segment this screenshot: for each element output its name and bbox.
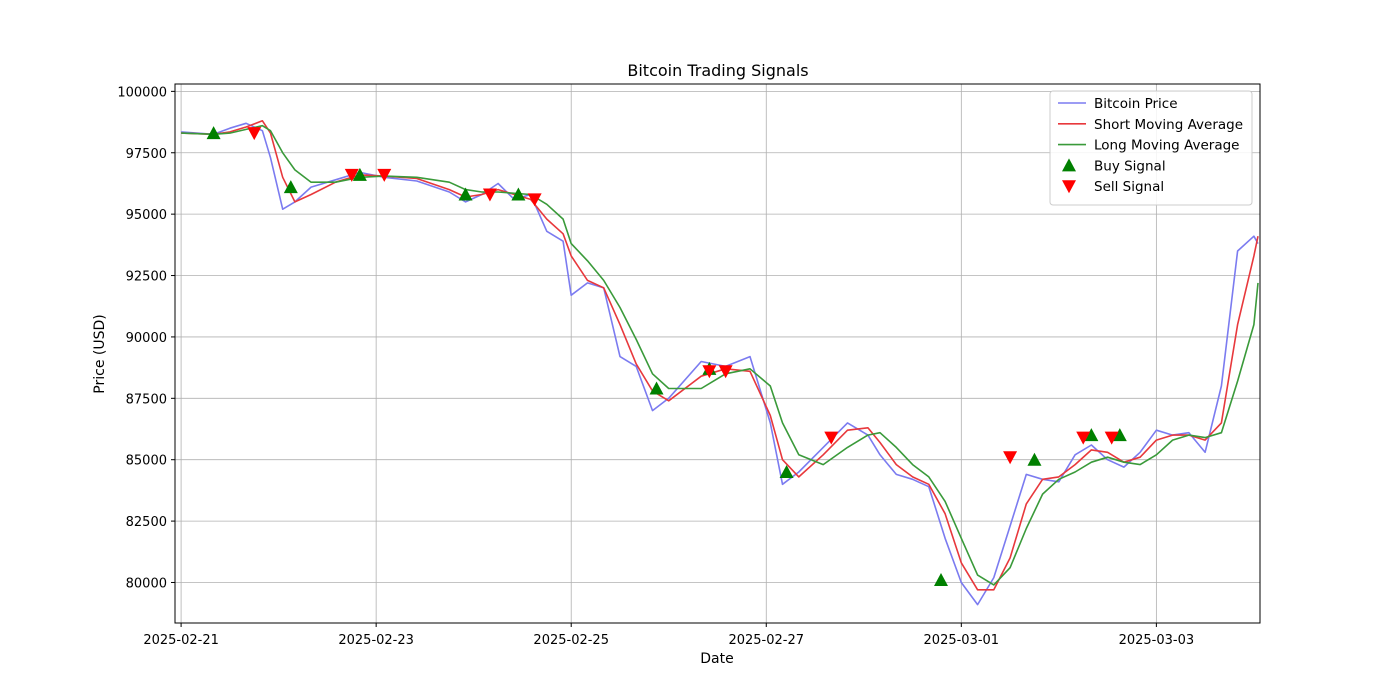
legend-label-bitcoin-price: Bitcoin Price bbox=[1094, 96, 1178, 112]
y-tick-label: 80000 bbox=[126, 576, 167, 591]
sell-signal-marker bbox=[702, 365, 717, 379]
y-axis-label: Price (USD) bbox=[92, 314, 108, 393]
y-tick-label: 87500 bbox=[126, 392, 167, 407]
buy-signal-marker bbox=[1084, 428, 1099, 442]
buy-signal-marker bbox=[283, 180, 298, 194]
buy-signal-marker bbox=[934, 573, 949, 587]
sell-signal-marker bbox=[482, 188, 497, 202]
sell-signal-marker bbox=[1003, 451, 1018, 465]
sell-signal-marker bbox=[718, 365, 733, 379]
sell-signal-marker bbox=[377, 168, 392, 182]
y-tick-label: 85000 bbox=[126, 454, 167, 469]
y-tick-label: 90000 bbox=[126, 331, 167, 346]
buy-signal-marker bbox=[649, 381, 664, 395]
y-tick-label: 82500 bbox=[126, 515, 167, 530]
x-tick-label: 2025-03-01 bbox=[924, 633, 1000, 648]
x-tick-label: 2025-02-21 bbox=[143, 633, 219, 648]
legend-swatch-sell-signal bbox=[1062, 180, 1076, 194]
sell-signal-marker bbox=[527, 193, 542, 207]
legend-label-sell-signal: Sell Signal bbox=[1094, 179, 1164, 195]
legend-label-short-moving-average: Short Moving Average bbox=[1094, 117, 1243, 133]
plot-frame bbox=[174, 83, 1261, 624]
buy-signal-marker bbox=[1112, 428, 1127, 442]
x-tick-label: 2025-02-25 bbox=[533, 633, 609, 648]
sell-signal-marker bbox=[344, 168, 359, 182]
legend-swatch-buy-signal bbox=[1062, 158, 1076, 172]
y-axis-ticks: 80000 82500 85000 87500 90000 92500 95000 97500… bbox=[117, 85, 175, 591]
legend-label-long-moving-average: Long Moving Average bbox=[1094, 138, 1239, 154]
buy-signal-marker bbox=[352, 167, 367, 181]
buy-signal-marker bbox=[1027, 452, 1042, 466]
buy-signal-marker bbox=[511, 187, 526, 201]
y-tick-label: 92500 bbox=[126, 270, 167, 285]
x-axis-label: Date bbox=[700, 651, 733, 667]
buy-signal-marker bbox=[458, 187, 473, 201]
sell-signal-marker bbox=[1076, 431, 1091, 445]
buy-signal-marker bbox=[779, 464, 794, 478]
sell-signal-marker bbox=[1104, 431, 1119, 445]
y-tick-label: 95000 bbox=[126, 208, 167, 223]
short-moving-average-line bbox=[181, 120, 1259, 591]
grid-lines bbox=[175, 84, 1260, 623]
sell-signal-marker bbox=[824, 431, 839, 445]
y-tick-label: 100000 bbox=[117, 85, 167, 100]
x-tick-label: 2025-02-23 bbox=[338, 633, 414, 648]
plot-series bbox=[181, 120, 1259, 606]
legend-label-buy-signal: Buy Signal bbox=[1094, 158, 1166, 174]
x-tick-label: 2025-02-27 bbox=[728, 633, 804, 648]
sell-signal-marker bbox=[247, 127, 262, 141]
legend-box bbox=[1049, 90, 1253, 206]
y-tick-label: 97500 bbox=[126, 147, 167, 162]
x-axis-ticks: 2025-02-21 2025-02-23 2025-02-25 2025-02-27… bbox=[143, 623, 1194, 648]
buy-signal-marker bbox=[206, 126, 221, 140]
chart-title: Bitcoin Trading Signals bbox=[627, 61, 808, 80]
x-tick-label: 2025-03-03 bbox=[1119, 633, 1195, 648]
legend: Bitcoin Price Short Moving Average Long Mo… bbox=[1049, 90, 1253, 206]
